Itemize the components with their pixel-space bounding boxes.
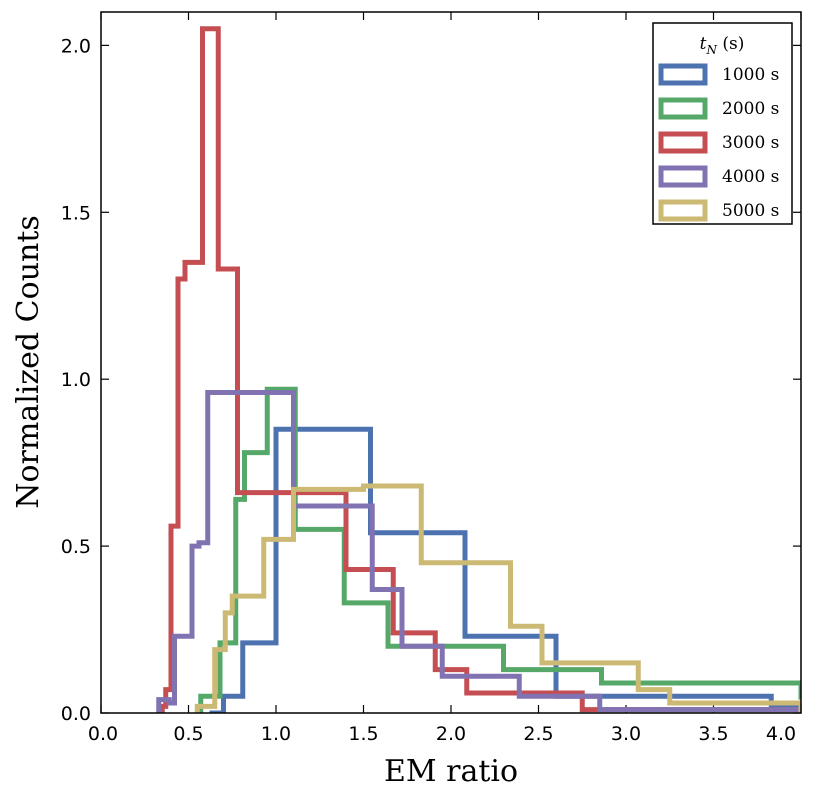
legend-label-3000s: 3000 s xyxy=(722,133,779,153)
legend-box xyxy=(652,22,793,225)
x-tick-label: 2.5 xyxy=(523,723,553,745)
legend-title-sub: N xyxy=(705,43,717,57)
x-tick-label: 1.0 xyxy=(261,723,291,745)
legend-label-5000s: 5000 s xyxy=(722,201,779,221)
legend-swatch-3000s xyxy=(658,131,708,154)
legend-title: tN (s) xyxy=(700,34,745,57)
legend-entries: 1000 s 2000 s 3000 s 4000 s 5000 s xyxy=(658,63,779,222)
x-tick-label: 4.0 xyxy=(766,723,796,745)
x-tick-label: 2.0 xyxy=(436,723,466,745)
y-tick-label: 0.0 xyxy=(61,703,91,725)
y-tick-label: 1.0 xyxy=(61,369,91,391)
x-axis-label: EM ratio xyxy=(384,754,518,789)
y-tick-label: 2.0 xyxy=(61,35,91,57)
x-tick-labels: 0.0 0.5 1.0 1.5 2.0 2.5 3.0 3.5 4.0 xyxy=(88,723,796,745)
y-axis-label: Normalized Counts xyxy=(11,215,46,509)
legend-label-2000s: 2000 s xyxy=(722,99,779,119)
legend-label-1000s: 1000 s xyxy=(722,65,779,85)
legend-swatch-5000s xyxy=(658,199,708,222)
legend-title-unit: (s) xyxy=(717,34,744,54)
y-tick-labels: 0.0 0.5 1.0 1.5 2.0 xyxy=(61,35,91,725)
legend: tN (s) 1000 s 2000 s 3000 s 4000 s 5000 s xyxy=(652,22,793,225)
series-5000s-step xyxy=(194,483,801,713)
series-group xyxy=(156,26,801,713)
legend-swatch-1000s xyxy=(658,63,708,86)
x-tick-label: 3.5 xyxy=(698,723,728,745)
x-tick-label: 0.0 xyxy=(88,723,118,745)
legend-swatch-4000s xyxy=(658,165,708,188)
series-4000s-step xyxy=(156,390,801,713)
x-tick-label: 3.0 xyxy=(611,723,641,745)
y-tick-label: 1.5 xyxy=(61,202,91,224)
x-tick-label: 1.5 xyxy=(348,723,378,745)
legend-swatch-2000s xyxy=(658,97,708,120)
legend-title-var: t xyxy=(700,34,707,54)
plot-frame xyxy=(100,11,802,714)
x-tick-label: 0.5 xyxy=(173,723,203,745)
y-tick-label: 0.5 xyxy=(61,536,91,558)
legend-label-4000s: 4000 s xyxy=(722,167,779,187)
series-2000s-step xyxy=(198,386,801,713)
